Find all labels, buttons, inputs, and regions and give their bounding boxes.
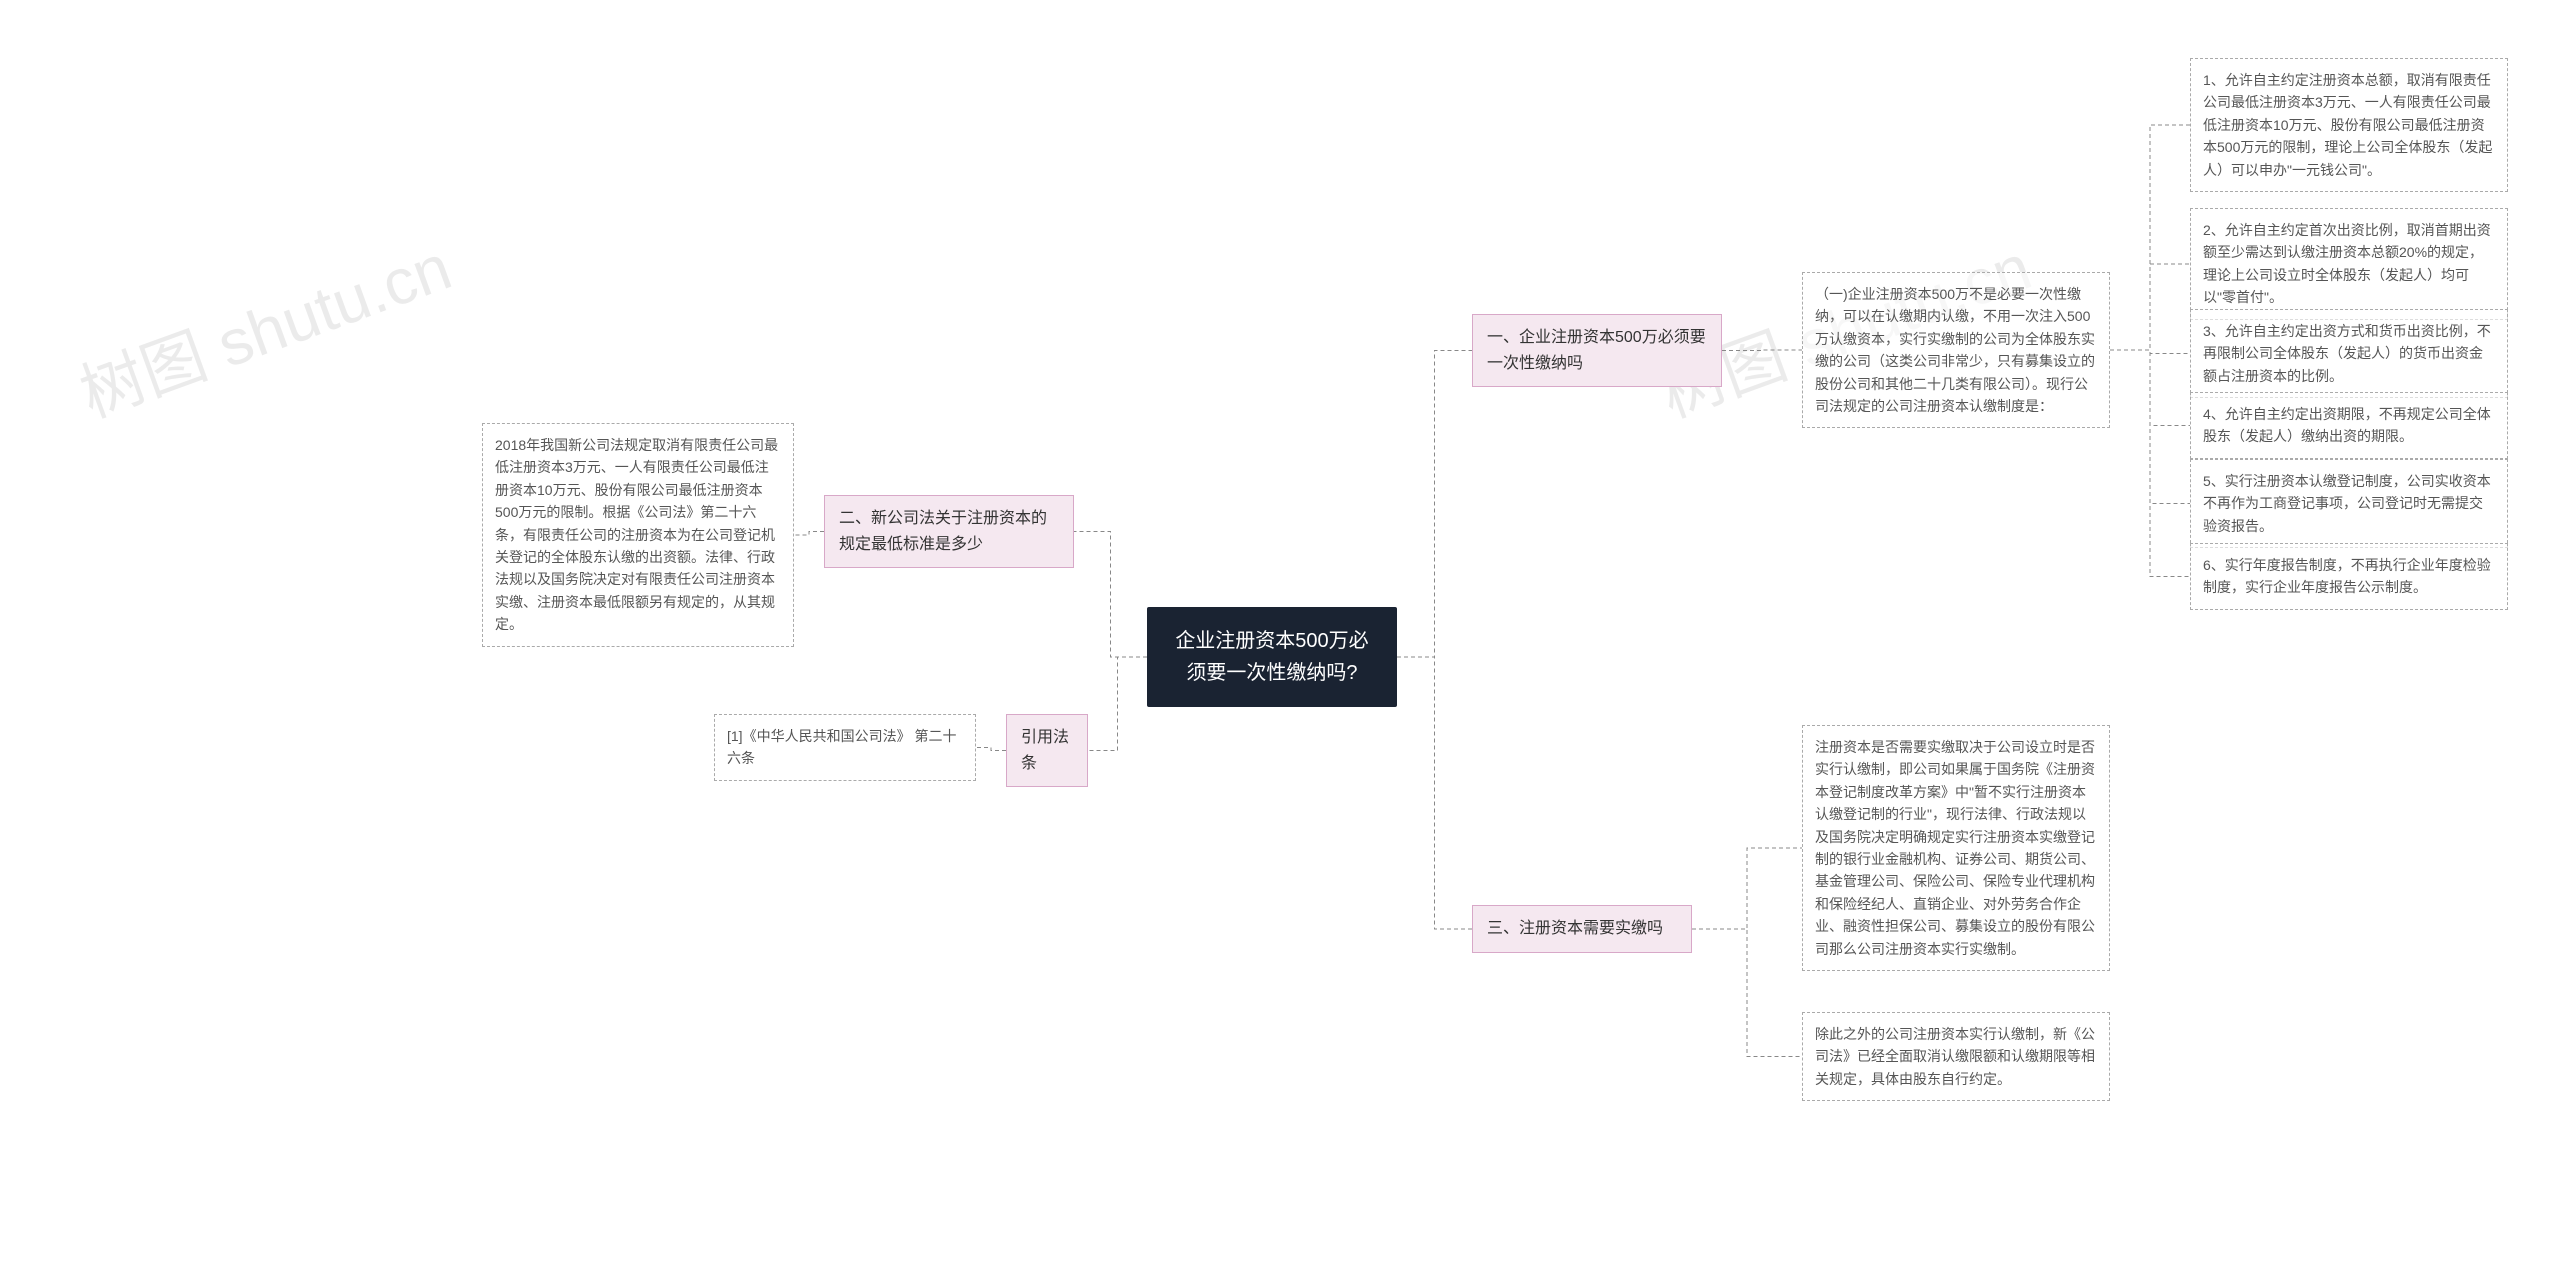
leaf-1-4: 4、允许自主约定出资期限，不再规定公司全体股东（发起人）缴纳出资的期限。 xyxy=(2190,392,2508,459)
leaf-1-5: 5、实行注册资本认缴登记制度，公司实收资本不再作为工商登记事项，公司登记时无需提… xyxy=(2190,459,2508,548)
branch-1: 一、企业注册资本500万必须要一次性缴纳吗 xyxy=(1472,314,1722,387)
watermark-1: 树图 shutu.cn xyxy=(66,216,462,435)
branch-3: 三、注册资本需要实缴吗 xyxy=(1472,905,1692,953)
root-node: 企业注册资本500万必须要一次性缴纳吗? xyxy=(1147,607,1397,707)
leaf-3-0: 注册资本是否需要实缴取决于公司设立时是否实行认缴制，即公司如果属于国务院《注册资… xyxy=(1802,725,2110,971)
leaf-3-1: 除此之外的公司注册资本实行认缴制，新《公司法》已经全面取消认缴限额和认缴期限等相… xyxy=(1802,1012,2110,1101)
leaf-1-6: 6、实行年度报告制度，不再执行企业年度检验制度，实行企业年度报告公示制度。 xyxy=(2190,543,2508,610)
leaf-1-2: 2、允许自主约定首次出资比例，取消首期出资额至少需达到认缴注册资本总额20%的规… xyxy=(2190,208,2508,320)
leaf-1-3: 3、允许自主约定出资方式和货币出资比例，不再限制公司全体股东（发起人）的货币出资… xyxy=(2190,309,2508,398)
leaf-1-1: 1、允许自主约定注册资本总额，取消有限责任公司最低注册资本3万元、一人有限责任公… xyxy=(2190,58,2508,192)
branch-4: 引用法条 xyxy=(1006,714,1088,787)
leaf-1-0: （一)企业注册资本500万不是必要一次性缴纳，可以在认缴期内认缴，不用一次注入5… xyxy=(1802,272,2110,428)
branch-2: 二、新公司法关于注册资本的规定最低标准是多少 xyxy=(824,495,1074,568)
leaf-4-0: [1]《中华人民共和国公司法》 第二十六条 xyxy=(714,714,976,781)
leaf-2-0: 2018年我国新公司法规定取消有限责任公司最低注册资本3万元、一人有限责任公司最… xyxy=(482,423,794,647)
